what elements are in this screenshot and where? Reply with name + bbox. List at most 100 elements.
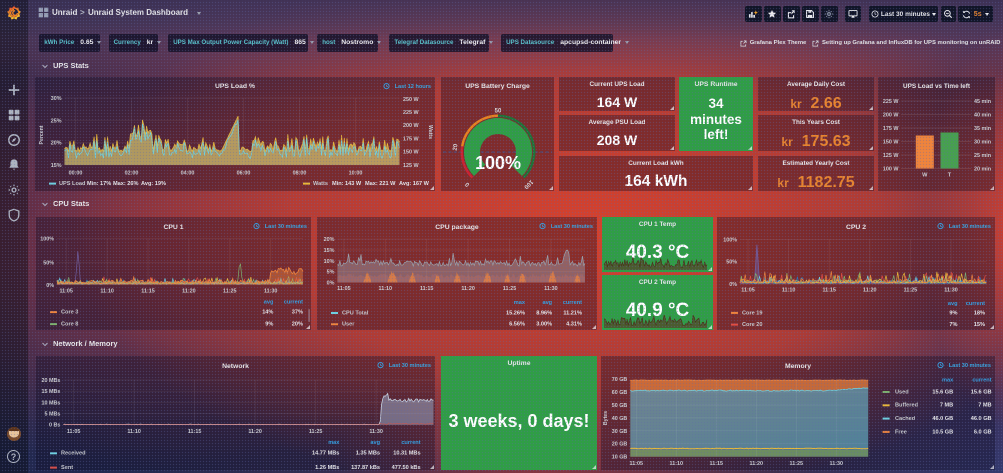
svg-text:6.56%: 6.56% (509, 322, 525, 328)
svg-text:50 GB: 50 GB (612, 403, 628, 409)
svg-text:5 MBs: 5 MBs (45, 412, 61, 418)
svg-text:11:25: 11:25 (223, 288, 237, 294)
svg-text:175 W: 175 W (883, 126, 899, 132)
svg-text:5%: 5% (327, 270, 335, 276)
svg-text:11:15: 11:15 (822, 288, 836, 294)
svg-text:40 GB: 40 GB (612, 416, 628, 422)
svg-text:11:10: 11:10 (127, 429, 141, 435)
svg-text:11:25: 11:25 (503, 286, 517, 292)
svg-text:11:10: 11:10 (100, 288, 114, 294)
svg-text:Last 30 minutes: Last 30 minutes (551, 224, 593, 230)
svg-text:Min: 143 W: Min: 143 W (332, 181, 362, 187)
svg-text:25%: 25% (51, 118, 62, 124)
svg-text:User: User (342, 322, 355, 328)
svg-text:0 Bs: 0 Bs (49, 423, 60, 429)
svg-text:Watts: Watts (427, 125, 433, 139)
svg-text:W: W (922, 173, 928, 179)
svg-text:11:10: 11:10 (670, 461, 684, 467)
svg-text:10%: 10% (324, 259, 335, 265)
svg-text:477.50 kBs: 477.50 kBs (392, 465, 421, 470)
svg-text:10.31 MBs: 10.31 MBs (393, 451, 420, 457)
svg-text:CPU Total: CPU Total (342, 310, 369, 316)
svg-text:Free: Free (895, 429, 907, 435)
svg-text:avg: avg (264, 299, 274, 305)
svg-text:UPS Load vs Time left: UPS Load vs Time left (903, 83, 971, 90)
svg-text:15.6 GB: 15.6 GB (971, 389, 992, 395)
svg-text:1.35 MBs: 1.35 MBs (356, 451, 380, 457)
svg-text:14.77 MBs: 14.77 MBs (312, 451, 339, 457)
svg-text:60 GB: 60 GB (612, 390, 628, 396)
svg-text:10 GB: 10 GB (612, 455, 628, 461)
svg-text:0%: 0% (46, 283, 54, 289)
svg-text:06:00: 06:00 (237, 171, 251, 177)
svg-text:11:30: 11:30 (830, 461, 844, 467)
svg-text:Buffered: Buffered (895, 403, 919, 409)
svg-text:20%: 20% (324, 237, 335, 243)
svg-text:18%: 18% (974, 310, 985, 316)
svg-text:11:20: 11:20 (182, 288, 196, 294)
svg-text:100: 100 (522, 178, 534, 190)
svg-text:20 GB: 20 GB (612, 442, 628, 448)
svg-text:11:25: 11:25 (904, 288, 918, 294)
svg-text:Core 19: Core 19 (742, 310, 763, 316)
svg-text:4.31%: 4.31% (566, 322, 582, 328)
svg-text:50%: 50% (726, 260, 737, 266)
svg-text:100%: 100% (475, 153, 521, 173)
svg-text:11:15: 11:15 (141, 288, 155, 294)
svg-text:11:20: 11:20 (461, 286, 475, 292)
svg-text:137.87 kBs: 137.87 kBs (351, 465, 380, 470)
svg-text:1.26 MBs: 1.26 MBs (315, 465, 339, 470)
svg-text:11:30: 11:30 (369, 429, 383, 435)
svg-text:15 MBs: 15 MBs (42, 389, 61, 395)
svg-text:0%: 0% (327, 280, 335, 286)
svg-text:45 min: 45 min (974, 99, 991, 105)
svg-text:10:00: 10:00 (349, 171, 363, 177)
svg-text:Last 30 minutes: Last 30 minutes (265, 224, 307, 230)
svg-text:Max: 26%: Max: 26% (113, 181, 139, 187)
svg-text:200 W: 200 W (403, 123, 419, 129)
svg-text:current: current (563, 300, 582, 306)
svg-text:11:15: 11:15 (710, 461, 724, 467)
svg-text:40 min: 40 min (974, 113, 991, 119)
svg-text:30%: 30% (51, 96, 62, 102)
svg-text:Avg: 167 W: Avg: 167 W (399, 181, 430, 187)
svg-text:11:05: 11:05 (67, 429, 81, 435)
svg-text:Cached: Cached (895, 416, 916, 422)
svg-text:avg: avg (370, 440, 380, 446)
svg-text:35 min: 35 min (974, 126, 991, 132)
svg-text:Core 8: Core 8 (61, 322, 78, 328)
svg-text:11.21%: 11.21% (563, 310, 582, 316)
svg-text:Network: Network (222, 363, 249, 370)
svg-text:11:05: 11:05 (59, 288, 72, 294)
svg-text:100%: 100% (40, 237, 54, 243)
svg-text:20: 20 (453, 143, 460, 151)
svg-text:avg: avg (542, 300, 552, 306)
svg-text:11:30: 11:30 (544, 286, 558, 292)
svg-text:CPU 2: CPU 2 (846, 224, 866, 231)
svg-text:UPS Load %: UPS Load % (215, 83, 255, 90)
svg-text:08:00: 08:00 (293, 171, 307, 177)
svg-text:15%: 15% (974, 322, 985, 328)
svg-text:150 W: 150 W (883, 140, 899, 146)
svg-text:9%: 9% (265, 322, 273, 328)
svg-text:Last 30 minutes: Last 30 minutes (949, 224, 991, 230)
svg-text:15%: 15% (51, 163, 62, 169)
svg-text:Bytes: Bytes (603, 411, 609, 425)
svg-text:11:10: 11:10 (782, 288, 796, 294)
svg-text:04:00: 04:00 (181, 171, 195, 177)
svg-text:100%: 100% (723, 237, 737, 243)
svg-text:0%: 0% (729, 282, 737, 288)
svg-text:225 W: 225 W (883, 99, 899, 105)
svg-text:125 W: 125 W (403, 163, 419, 169)
svg-text:7 MB: 7 MB (978, 403, 991, 409)
svg-text:11:25: 11:25 (790, 461, 804, 467)
svg-text:Watts: Watts (313, 181, 328, 187)
svg-text:0: 0 (464, 180, 471, 187)
svg-text:11:20: 11:20 (248, 429, 262, 435)
svg-text:20 min: 20 min (974, 167, 991, 173)
svg-text:200 W: 200 W (883, 113, 899, 119)
svg-text:Max: 221 W: Max: 221 W (365, 181, 396, 187)
svg-text:11:20: 11:20 (863, 288, 877, 294)
svg-text:14%: 14% (262, 310, 273, 316)
svg-text:11:20: 11:20 (750, 461, 764, 467)
